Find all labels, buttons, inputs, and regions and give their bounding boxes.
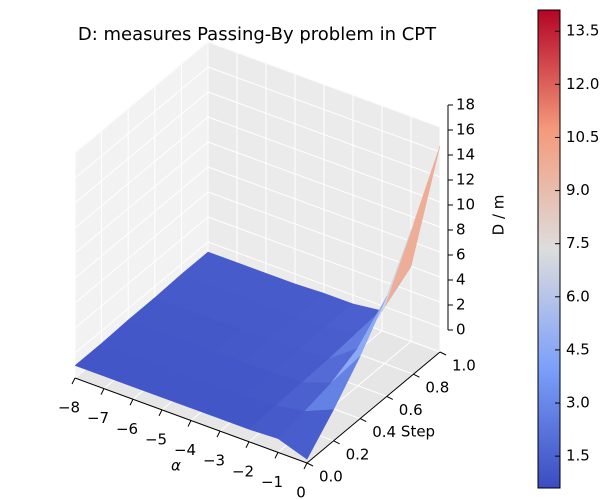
y-tick-label: 0.6 xyxy=(399,401,423,419)
surface-patch xyxy=(277,409,335,460)
z-tick-label: 8 xyxy=(456,221,466,239)
x-tick-label: −6 xyxy=(116,420,138,438)
z-tick-label: 18 xyxy=(456,96,475,114)
grid-line xyxy=(207,216,441,303)
x-tick-label: −7 xyxy=(87,409,109,427)
y-tick-label: 0.0 xyxy=(319,468,343,486)
y-tick-label: 1.0 xyxy=(452,357,476,375)
x-tick xyxy=(100,388,105,395)
colorbar-tick-label: 1.5 xyxy=(566,447,590,465)
x-tick-label: 0 xyxy=(296,484,306,500)
grid-line xyxy=(207,66,441,153)
x-tick xyxy=(158,409,163,417)
z-tick-label: 10 xyxy=(456,196,475,214)
y-tick xyxy=(306,462,314,467)
colorbar-tick-label: 6.0 xyxy=(566,287,590,305)
grid-line xyxy=(74,41,209,154)
chart-title: D: measures Passing-By problem in CPT xyxy=(78,24,437,45)
grid-line xyxy=(207,116,441,203)
z-tick-label: 6 xyxy=(456,246,466,264)
z-tick-label: 12 xyxy=(456,171,475,189)
z-tick-label: 2 xyxy=(456,296,466,314)
y-tick xyxy=(359,418,367,423)
colorbar-tick-label: 4.5 xyxy=(566,340,590,358)
grid-line xyxy=(74,166,209,279)
y-tick xyxy=(386,395,394,400)
z-tick-label: 16 xyxy=(456,121,475,139)
x-tick-label: −5 xyxy=(145,430,167,448)
y-tick xyxy=(333,440,340,445)
x-tick xyxy=(303,462,308,470)
grid-line xyxy=(74,216,209,329)
grid-line xyxy=(74,91,209,204)
x-tick-label: −1 xyxy=(261,473,283,491)
colorbar-tick-label: 12.0 xyxy=(566,75,599,93)
x-tick-label: −8 xyxy=(58,399,80,417)
grid-line xyxy=(74,191,209,304)
y-tick-label: 0.2 xyxy=(346,445,370,463)
y-tick xyxy=(439,351,447,356)
z-axis-label: D / m xyxy=(490,195,508,236)
grid-line xyxy=(207,141,441,228)
y-axis-label: Step xyxy=(401,423,435,441)
colorbar-tick-label: 3.0 xyxy=(566,394,590,412)
grid-line xyxy=(74,116,209,229)
x-tick-label: −3 xyxy=(203,452,225,470)
grid-line xyxy=(74,141,209,254)
colorbar-tick-label: 7.5 xyxy=(566,234,590,252)
x-tick xyxy=(187,420,192,427)
grid-line xyxy=(207,241,441,328)
x-tick xyxy=(245,441,250,448)
y-tick-label: 0.8 xyxy=(425,379,449,397)
colorbar-tick-label: 10.5 xyxy=(566,128,599,146)
grid-line xyxy=(207,91,441,178)
x-tick xyxy=(274,452,279,459)
grid-line xyxy=(74,241,209,354)
x-tick-label: −2 xyxy=(232,462,254,480)
z-tick-label: 0 xyxy=(456,321,466,339)
colorbar xyxy=(537,9,561,489)
grid-line xyxy=(207,166,441,253)
x-axis-label: α xyxy=(171,457,181,475)
x-tick-label: −4 xyxy=(174,441,196,459)
z-tick-label: 4 xyxy=(456,271,466,289)
axis-line xyxy=(306,351,441,464)
grid-line xyxy=(74,66,209,179)
z-tick-label: 14 xyxy=(456,146,475,164)
x-tick xyxy=(129,399,134,406)
y-tick-label: 0.4 xyxy=(372,423,396,441)
x-tick xyxy=(216,430,221,438)
grid-line xyxy=(207,41,441,128)
y-tick xyxy=(413,373,420,378)
x-tick xyxy=(71,377,76,385)
colorbar-tick-label: 13.5 xyxy=(566,22,599,40)
colorbar-tick-label: 9.0 xyxy=(566,181,590,199)
